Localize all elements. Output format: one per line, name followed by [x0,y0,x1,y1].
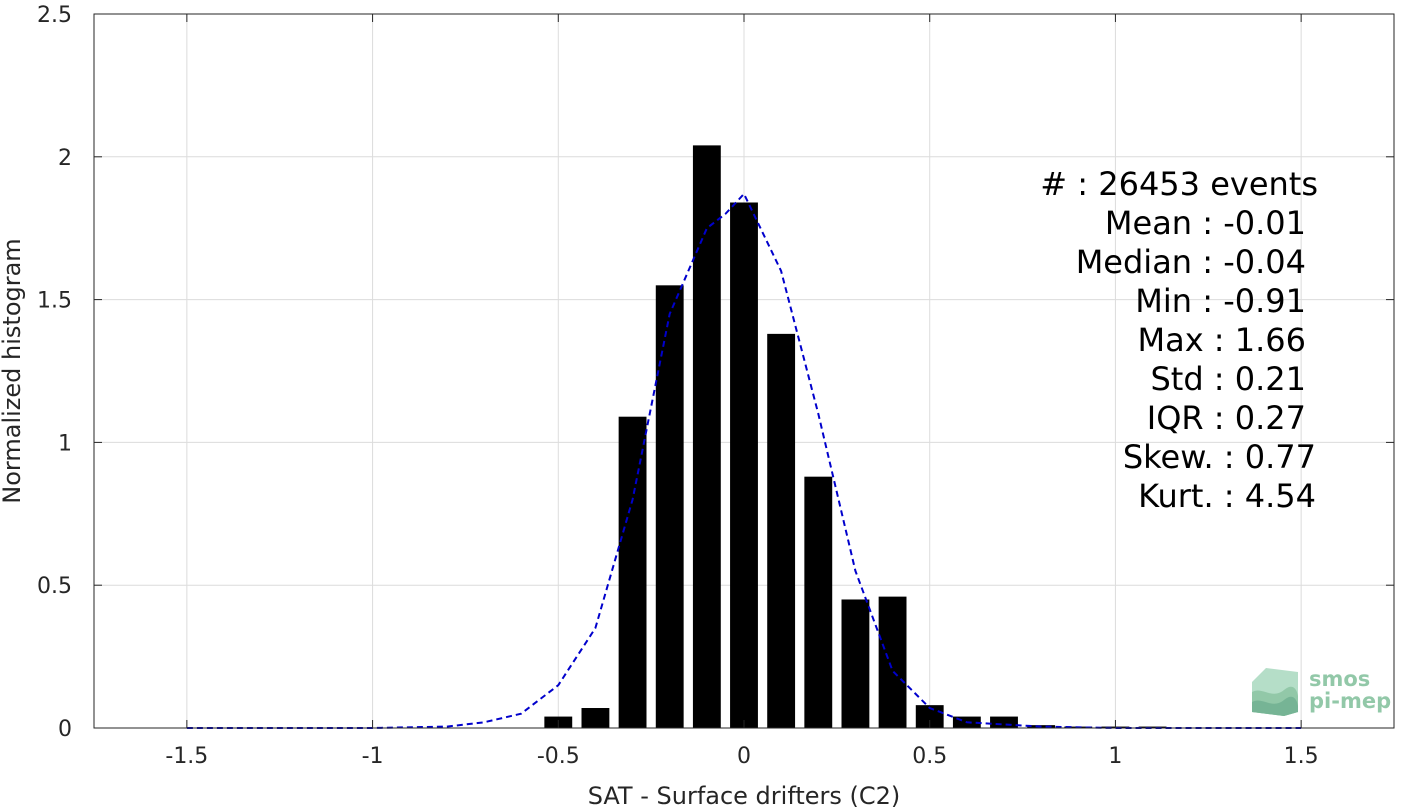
stat-max: Max : 1.66 [1137,321,1306,359]
y-tick-label-0: 0 [58,717,72,742]
logo-mark-icon [1252,668,1298,716]
stat-median: Median : -0.04 [1076,243,1306,281]
y-axis-label: Normalized histogram [0,238,26,503]
stat-min: Min : -0.91 [1135,282,1306,320]
bar-9 [878,596,907,728]
x-tick-label-3: 0 [737,744,751,769]
stat-iqr: IQR : 0.27 [1147,399,1306,437]
y-tick-label-4: 2 [58,146,72,171]
logo-line2: pi-mep [1309,689,1391,713]
smos-pi-mep-logo: smos pi-mep [1252,667,1391,716]
x-tick-label-4: 0.5 [912,744,947,769]
fit-curve [186,192,1302,729]
bar-4 [692,145,721,729]
bar-8 [841,599,870,728]
y-tick-label-2: 1 [58,431,72,456]
y-tick-label-1: 0.5 [37,574,72,599]
bar-7 [804,476,833,728]
bar-16 [1138,726,1167,728]
stat-kurt: Kurt. : 4.54 [1138,477,1316,515]
x-tick-label-1: -1 [362,744,384,769]
bar-2 [618,416,647,728]
stat-std: Std : 0.21 [1150,360,1306,398]
x-tick-label-2: -0.5 [537,744,580,769]
x-tick-label-0: -1.5 [165,744,208,769]
stat-skew: Skew. : 0.77 [1123,438,1316,476]
y-tick-label-5: 2.5 [37,3,72,28]
bar-5 [730,202,758,729]
x-tick-label-6: 1.5 [1284,744,1319,769]
bar-6 [767,333,796,728]
x-tick-label-5: 1 [1108,744,1122,769]
x-axis-label: SAT - Surface drifters (C2) [588,782,901,809]
bar-10 [915,705,944,728]
stats-panel: # : 26453 events Mean : -0.01 Median : -… [1040,165,1318,515]
bar-1 [581,708,610,728]
y-axis-ticks: 0 0.5 1 1.5 2 2.5 [37,3,1394,742]
bar-3 [655,285,684,728]
logo-line1: smos [1309,667,1370,691]
stat-events: # : 26453 events [1040,165,1318,203]
y-tick-label-3: 1.5 [37,289,72,314]
histogram-bars [544,145,1167,729]
x-axis-ticks: -1.5 -1 -0.5 0 0.5 1 1.5 [165,14,1319,769]
bar-12 [990,716,1018,728]
stat-mean: Mean : -0.01 [1105,204,1306,242]
